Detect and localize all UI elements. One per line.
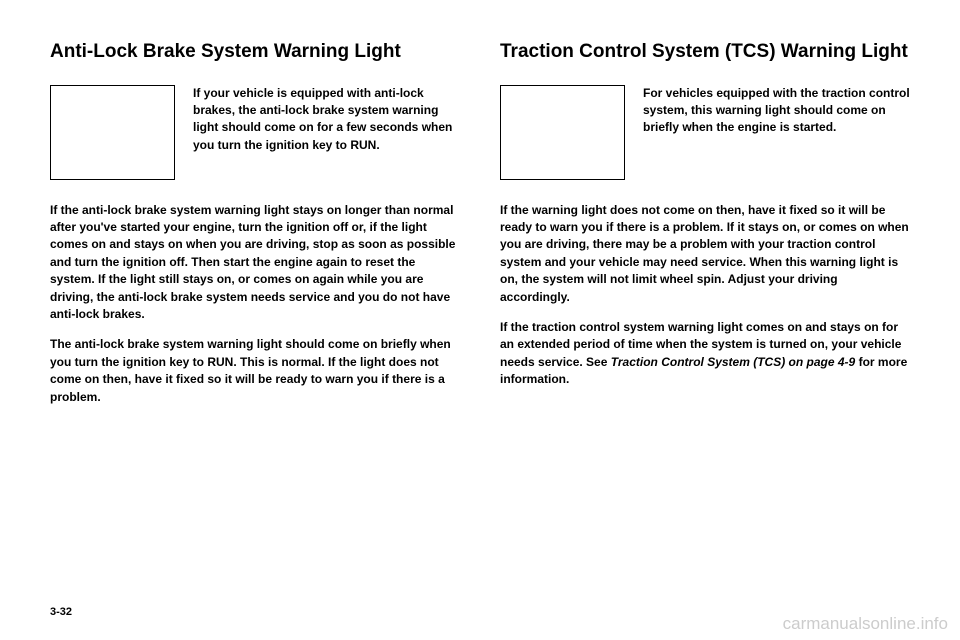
tcs-icon-row: For vehicles equipped with the traction … <box>500 85 910 180</box>
tcs-reference-link: Traction Control System (TCS) on page 4-… <box>611 355 855 369</box>
page-content: Anti-Lock Brake System Warning Light If … <box>0 0 960 439</box>
abs-heading: Anti-Lock Brake System Warning Light <box>50 40 460 65</box>
tcs-heading: Traction Control System (TCS) Warning Li… <box>500 40 910 65</box>
tcs-icon-caption: For vehicles equipped with the traction … <box>643 85 910 137</box>
left-column: Anti-Lock Brake System Warning Light If … <box>50 40 460 419</box>
tcs-paragraph-2: If the traction control system warning l… <box>500 319 910 389</box>
tcs-paragraph-1: If the warning light does not come on th… <box>500 202 910 306</box>
abs-paragraph-2: The anti-lock brake system warning light… <box>50 336 460 406</box>
watermark: carmanualsonline.info <box>783 614 948 634</box>
abs-icon-row: If your vehicle is equipped with anti-lo… <box>50 85 460 180</box>
abs-warning-icon <box>50 85 175 180</box>
right-column: Traction Control System (TCS) Warning Li… <box>500 40 910 419</box>
page-number: 3-32 <box>50 606 72 618</box>
abs-paragraph-1: If the anti-lock brake system warning li… <box>50 202 460 324</box>
abs-icon-caption: If your vehicle is equipped with anti-lo… <box>193 85 460 155</box>
tcs-warning-icon <box>500 85 625 180</box>
